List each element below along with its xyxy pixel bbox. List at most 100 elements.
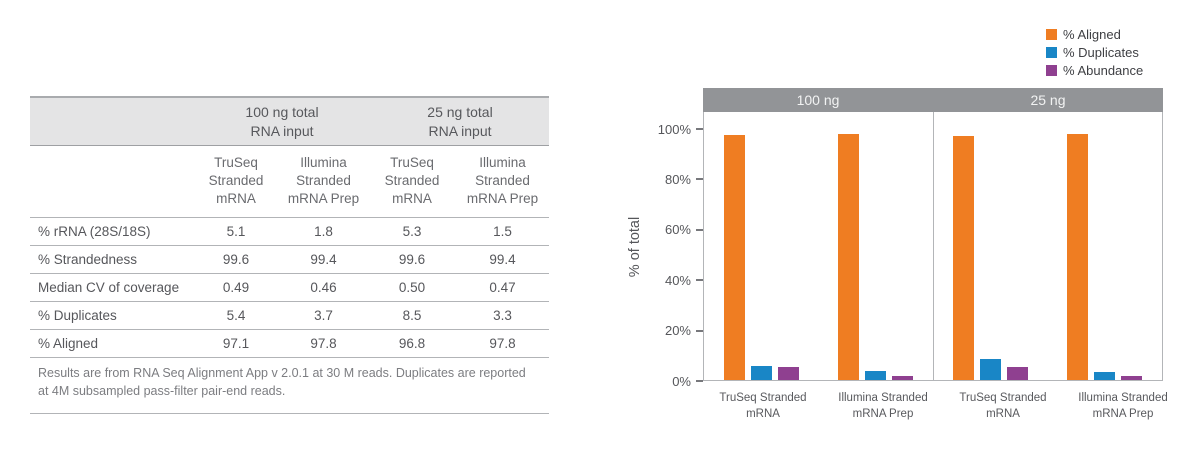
table-row: % Duplicates 5.4 3.7 8.5 3.3: [30, 302, 549, 330]
value-cell: 99.4: [310, 251, 337, 267]
y-tick-mark: [696, 228, 703, 231]
value-cell: 0.49: [222, 279, 250, 295]
chart-panel-1: [934, 112, 1163, 380]
bar-abundance: [777, 367, 799, 380]
chart-legend: % Aligned % Duplicates % Abundance: [1046, 26, 1144, 78]
value-cell: 96.8: [398, 335, 426, 351]
value-cell: 5.1: [226, 223, 246, 239]
bar-abundance: [1007, 366, 1029, 380]
legend-label-aligned: % Aligned: [1063, 26, 1121, 42]
group-header-spacer: [30, 98, 193, 145]
panel-title-100ng: 100 ng: [796, 92, 840, 108]
y-tick: 20%: [665, 323, 703, 339]
bar-abundance: [1121, 376, 1143, 380]
column-header-cell: Illumina Stranded mRNA Prep: [287, 155, 360, 206]
table-row: % Strandedness 99.6 99.4 99.6 99.4: [30, 246, 549, 274]
value-cell: 5.4: [226, 307, 246, 323]
x-category-label: TruSeq Stranded mRNA: [959, 392, 1047, 420]
table-group-header-row: 100 ng total RNA input 25 ng total RNA i…: [30, 96, 549, 146]
plot-area: [703, 112, 1163, 381]
table-row: Median CV of coverage 0.49 0.46 0.50 0.47: [30, 274, 549, 302]
legend-label-abundance: % Abundance: [1063, 62, 1144, 78]
legend-item-abundance: % Abundance: [1046, 62, 1144, 78]
value-cell: 97.8: [489, 335, 516, 351]
column-header-spacer: [30, 154, 193, 208]
y-tick: 40%: [665, 272, 703, 288]
x-category-label: TruSeq Stranded mRNA: [719, 392, 807, 420]
group-header-25ng: 25 ng total RNA input: [427, 104, 493, 139]
row-label-cell: % Strandedness: [38, 251, 138, 267]
column-header-cell: Illumina Stranded mRNA Prep: [466, 155, 539, 206]
bar-group: [837, 133, 913, 380]
table-body: % rRNA (28S/18S) 5.1 1.8 5.3 1.5 % Strandedne…: [30, 218, 549, 358]
x-label-half-1: TruSeq Stranded mRNA Illumina Stranded mR…: [943, 391, 1183, 423]
table-footnote: Results are from RNA Seq Alignment App v…: [30, 358, 549, 415]
y-tick-mark: [696, 279, 703, 282]
y-tick: 80%: [665, 171, 703, 187]
x-category-label: Illumina Stranded mRNA Prep: [838, 392, 928, 420]
row-label-cell: Median CV of coverage: [38, 279, 180, 295]
y-tick: 100%: [658, 121, 703, 137]
value-cell: 99.6: [398, 251, 426, 267]
y-tick-label: 40%: [664, 272, 691, 288]
legend-item-aligned: % Aligned: [1046, 26, 1143, 42]
x-label-half-0: TruSeq Stranded mRNA Illumina Stranded mR…: [703, 391, 943, 423]
row-label-cell: % rRNA (28S/18S): [38, 223, 151, 239]
value-cell: 0.47: [489, 279, 516, 295]
value-cell: 8.5: [402, 307, 422, 323]
value-cell: 1.8: [314, 223, 333, 239]
legend-color-chip-abundance: [1046, 64, 1057, 76]
y-tick-mark: [696, 380, 703, 382]
value-cell: 97.1: [222, 335, 250, 351]
table-row: % rRNA (28S/18S) 5.1 1.8 5.3 1.5: [30, 218, 549, 246]
y-tick-mark: [696, 128, 703, 130]
y-tick-label: 100%: [657, 121, 691, 137]
value-cell: 97.8: [310, 335, 337, 351]
value-cell: 1.5: [493, 223, 512, 239]
legend-label-duplicates: % Duplicates: [1063, 44, 1139, 60]
y-axis: 0% 20% 40% 60% 80% 100%: [628, 112, 703, 389]
y-tick-label: 80%: [664, 171, 691, 187]
row-label-cell: % Duplicates: [38, 307, 117, 323]
bar-duplicates: [864, 370, 886, 380]
column-header-cell: TruSeq Stranded mRNA: [208, 155, 264, 206]
table-row: % Aligned 97.1 97.8 96.8 97.8: [30, 330, 549, 358]
bar-group: [953, 136, 1029, 380]
panel-title-25ng: 25 ng: [1030, 92, 1066, 108]
bar-duplicates: [750, 366, 772, 380]
y-tick-label: 20%: [664, 323, 691, 339]
bar-aligned: [953, 136, 975, 380]
value-cell: 0.50: [398, 279, 426, 295]
y-tick-label: 60%: [664, 222, 691, 238]
bar-duplicates: [1094, 371, 1116, 380]
x-category-label: Illumina Stranded mRNA Prep: [1078, 392, 1168, 420]
column-header-cell: TruSeq Stranded mRNA: [384, 155, 440, 206]
bar-group: [723, 135, 799, 380]
legend-color-chip-aligned: [1046, 28, 1057, 40]
value-cell: 0.46: [310, 279, 337, 295]
legend-item-duplicates: % Duplicates: [1046, 44, 1143, 60]
x-axis-labels: TruSeq Stranded mRNA Illumina Stranded mR…: [703, 391, 1167, 423]
y-tick: 0%: [672, 373, 703, 389]
y-tick-label: 0%: [672, 373, 691, 389]
y-tick-mark: [696, 178, 703, 181]
bar-aligned: [723, 135, 745, 380]
bar-aligned: [837, 133, 859, 380]
panel-title-band: 100 ng 25 ng: [703, 88, 1163, 112]
group-header-100ng: 100 ng total RNA input: [245, 104, 319, 139]
bar-abundance: [891, 375, 913, 380]
value-cell: 99.6: [222, 251, 250, 267]
bar-aligned: [1067, 133, 1089, 380]
bar-duplicates: [980, 358, 1002, 380]
value-cell: 3.7: [314, 307, 333, 323]
value-cell: 5.3: [402, 223, 422, 239]
bar-group: [1067, 133, 1143, 380]
table-column-header-row: TruSeq Stranded mRNA Illumina Stranded mR…: [30, 146, 549, 218]
value-cell: 3.3: [493, 307, 512, 323]
value-cell: 99.4: [489, 251, 516, 267]
y-tick-mark: [696, 329, 703, 332]
legend-color-chip-duplicates: [1046, 46, 1057, 58]
metrics-table: 100 ng total RNA input 25 ng total RNA i…: [30, 96, 549, 415]
row-label-cell: % Aligned: [38, 335, 99, 351]
